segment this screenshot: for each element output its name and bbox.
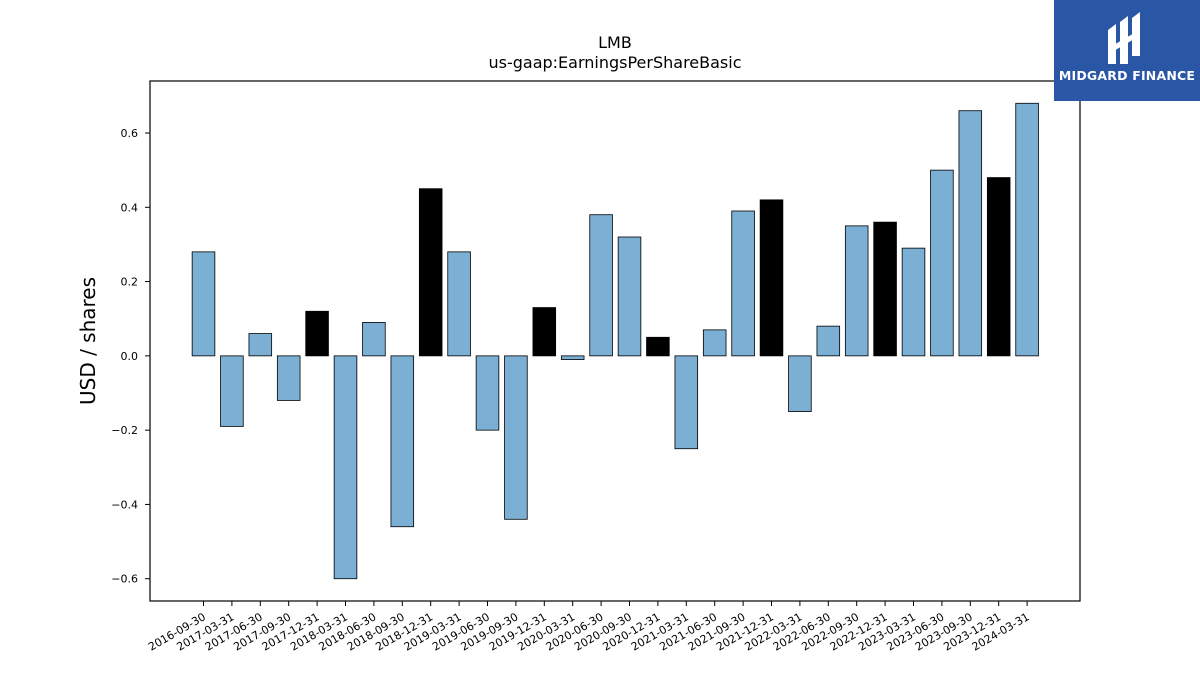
chart-subtitle: us-gaap:EarningsPerShareBasic (488, 53, 741, 72)
bar-2020-12-31 (646, 336, 670, 357)
bar-2020-09-30 (617, 236, 642, 357)
bar-2024-03-31 (1015, 102, 1039, 357)
bar-2021-09-30 (731, 210, 755, 357)
midgard-logo-icon (1108, 12, 1140, 64)
bar-2017-12-31 (305, 310, 329, 357)
bar-2023-06-30 (930, 169, 954, 357)
y-axis-label: USD / shares (76, 277, 100, 405)
y-tick-label: 0.6 (121, 127, 139, 140)
y-tick-label: −0.2 (111, 424, 138, 437)
bar-2019-03-31 (447, 251, 471, 357)
bar-2018-09-30 (390, 355, 415, 528)
bar-2022-12-31 (873, 221, 897, 357)
bars-group (191, 102, 1039, 580)
plot-frame (149, 80, 1081, 602)
bar-2019-06-30 (475, 355, 500, 431)
bar-2021-03-31 (674, 355, 699, 450)
bar-2017-09-30 (276, 355, 301, 401)
bar-2018-12-31 (418, 188, 443, 357)
bar-2020-06-30 (589, 214, 613, 357)
y-axis: −0.6 −0.4 −0.2 0.0 0.2 0.4 0.6 (111, 127, 150, 586)
y-tick-label: 0.2 (121, 276, 139, 289)
bar-2021-06-30 (702, 329, 727, 357)
chart-title: LMB (598, 33, 632, 52)
brand-logo: MIDGARD FINANCE (1054, 0, 1200, 101)
bar-2022-09-30 (844, 225, 869, 357)
brand-name: MIDGARD FINANCE (1058, 68, 1196, 83)
y-tick-label: −0.6 (111, 573, 138, 586)
bar-2022-03-31 (788, 355, 812, 412)
bar-2018-06-30 (362, 322, 386, 357)
bar-2023-03-31 (901, 247, 926, 357)
bar-2023-09-30 (958, 110, 983, 357)
bar-2023-12-31 (986, 177, 1011, 357)
bar-2018-03-31 (333, 355, 358, 580)
bar-2017-06-30 (248, 333, 273, 357)
bar-2019-09-30 (504, 355, 528, 520)
y-tick-label: 0.4 (121, 201, 139, 214)
bar-2016-09-30 (191, 251, 216, 357)
bar-2019-12-31 (532, 307, 557, 357)
bar-2020-03-31 (560, 355, 585, 360)
bar-2022-06-30 (816, 325, 841, 357)
x-axis: 2016-09-302017-03-312017-06-302017-09-30… (146, 601, 1032, 654)
bar-2017-03-31 (220, 355, 244, 427)
y-tick-label: 0.0 (121, 350, 139, 363)
bar-2021-12-31 (759, 199, 784, 357)
y-tick-label: −0.4 (111, 498, 138, 511)
